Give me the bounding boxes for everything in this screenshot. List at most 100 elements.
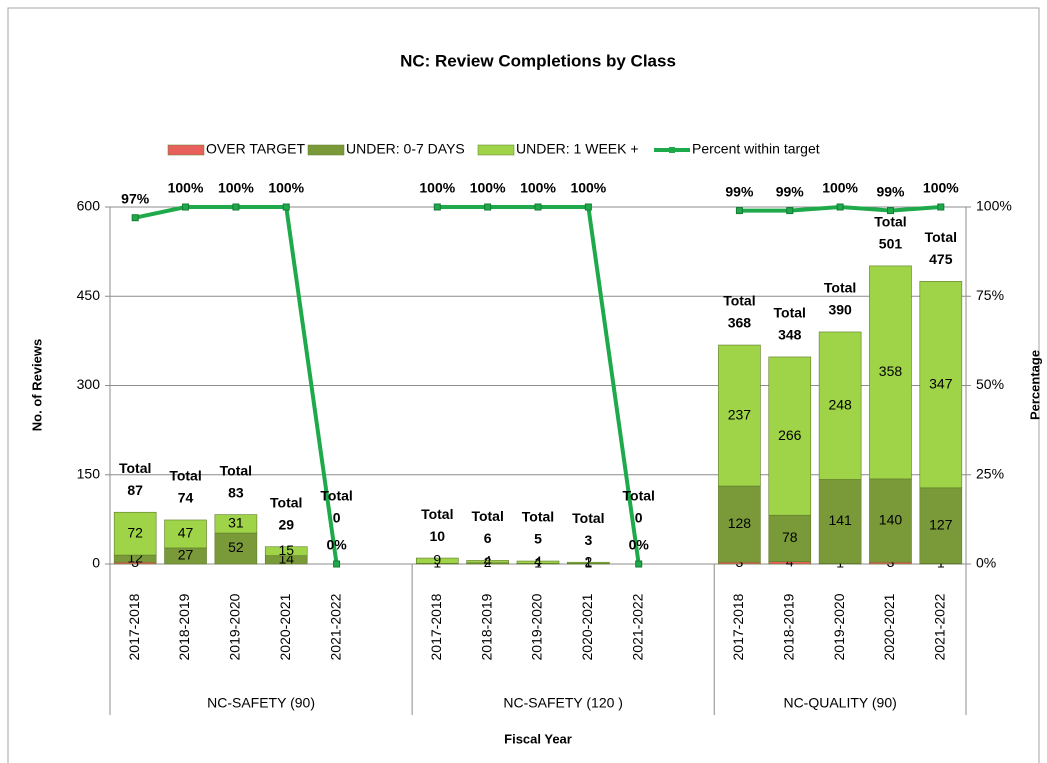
bar-segment (919, 487, 963, 564)
percent-label: 100% (419, 180, 455, 196)
bar-segment (919, 281, 963, 489)
x-tick-label: 2020-2021 (881, 593, 897, 660)
y-tick-label: 450 (77, 287, 101, 303)
bar-segment (768, 356, 812, 516)
y-axis-title: No. of Reviews (29, 339, 44, 431)
data-label: 237 (728, 406, 752, 422)
line-marker (937, 203, 945, 211)
total-value: 6 (484, 530, 492, 546)
line-marker (886, 207, 894, 215)
x-tick-label: 2018-2019 (478, 593, 494, 660)
bar-segment (869, 478, 912, 563)
x-tick-label: 2019-2020 (529, 593, 545, 660)
data-label: 52 (228, 539, 244, 555)
total-label: Total (220, 462, 252, 478)
percent-label: 100% (923, 180, 959, 196)
line-marker (131, 214, 139, 222)
total-value: 501 (879, 236, 903, 252)
data-label: 2 (584, 554, 592, 570)
total-value: 0 (635, 510, 643, 526)
y2-axis-title: Percentage (1027, 350, 1042, 420)
data-label: 72 (127, 524, 143, 540)
bar-segment (718, 344, 761, 487)
x-tick-label: 2021-2022 (932, 593, 948, 660)
y-tick-label: 0 (92, 555, 100, 571)
total-label: Total (824, 280, 856, 296)
percent-label: 100% (168, 180, 204, 196)
percent-label: 99% (876, 183, 905, 199)
data-label: 47 (178, 525, 194, 541)
line-marker (735, 207, 743, 215)
bar-segment (264, 546, 308, 556)
data-label: 4 (534, 553, 542, 569)
total-label: Total (320, 488, 352, 504)
total-value: 29 (278, 516, 294, 532)
total-value: 390 (828, 302, 852, 318)
percent-label: 100% (470, 180, 506, 196)
total-value: 0 (333, 510, 341, 526)
legend-label: OVER TARGET (206, 141, 306, 157)
percent-label: 0% (326, 537, 347, 553)
percent-label: 100% (520, 180, 556, 196)
line-marker (635, 560, 643, 568)
bar-segment (818, 479, 862, 564)
percent-label: 100% (268, 180, 304, 196)
line-marker (786, 207, 794, 215)
bar-segment (466, 560, 509, 564)
data-label: 358 (879, 363, 903, 379)
percent-label: 99% (725, 183, 754, 199)
percent-label: 100% (218, 180, 254, 196)
legend-label: Percent within target (692, 141, 820, 157)
data-label: 140 (879, 511, 903, 527)
legend-label: UNDER: 1 WEEK + (516, 141, 639, 157)
total-label: Total (119, 460, 151, 476)
data-label: 4 (484, 552, 492, 568)
data-label: 128 (728, 515, 752, 531)
bar-segment (768, 514, 812, 562)
bar-segment (818, 331, 862, 480)
bar-segment (113, 511, 157, 556)
x-tick-label: 2019-2020 (227, 593, 243, 660)
total-label: Total (774, 305, 806, 321)
total-label: Total (471, 508, 503, 524)
line-marker (282, 203, 290, 211)
x-tick-label: 2017-2018 (428, 593, 444, 660)
group-label: NC-SAFETY (90) (207, 695, 315, 711)
legend-label: UNDER: 0-7 DAYS (346, 141, 465, 157)
data-label: 9 (433, 551, 441, 567)
line-marker (484, 203, 492, 211)
total-label: Total (623, 488, 655, 504)
total-label: Total (723, 293, 755, 309)
bar-segment (516, 560, 560, 564)
total-value: 87 (127, 482, 143, 498)
line-marker (584, 203, 592, 211)
data-label: 248 (828, 396, 852, 412)
total-value: 368 (728, 315, 752, 331)
x-tick-label: 2021-2022 (327, 593, 343, 660)
total-label: Total (925, 229, 957, 245)
percent-label: 0% (629, 537, 650, 553)
line-marker (836, 203, 844, 211)
data-label: 347 (929, 375, 953, 391)
group-label: NC-SAFETY (120 ) (503, 695, 623, 711)
x-axis-title: Fiscal Year (504, 731, 572, 746)
y2-tick-label: 100% (976, 198, 1012, 214)
data-label: 27 (178, 547, 194, 563)
total-value: 83 (228, 484, 244, 500)
line-marker (333, 560, 341, 568)
line-marker (433, 203, 441, 211)
bar-segment (415, 557, 459, 564)
total-value: 3 (584, 532, 592, 548)
bar-segment (214, 514, 258, 534)
data-label: 15 (278, 542, 294, 558)
legend-swatch (307, 144, 345, 156)
bar-segment (869, 265, 912, 480)
total-label: Total (421, 506, 453, 522)
total-value: 348 (778, 327, 802, 343)
total-label: Total (874, 214, 906, 230)
data-label: 141 (828, 512, 852, 528)
x-tick-label: 2021-2022 (629, 593, 645, 660)
bar-segment (567, 561, 610, 564)
y-tick-label: 150 (77, 465, 101, 481)
